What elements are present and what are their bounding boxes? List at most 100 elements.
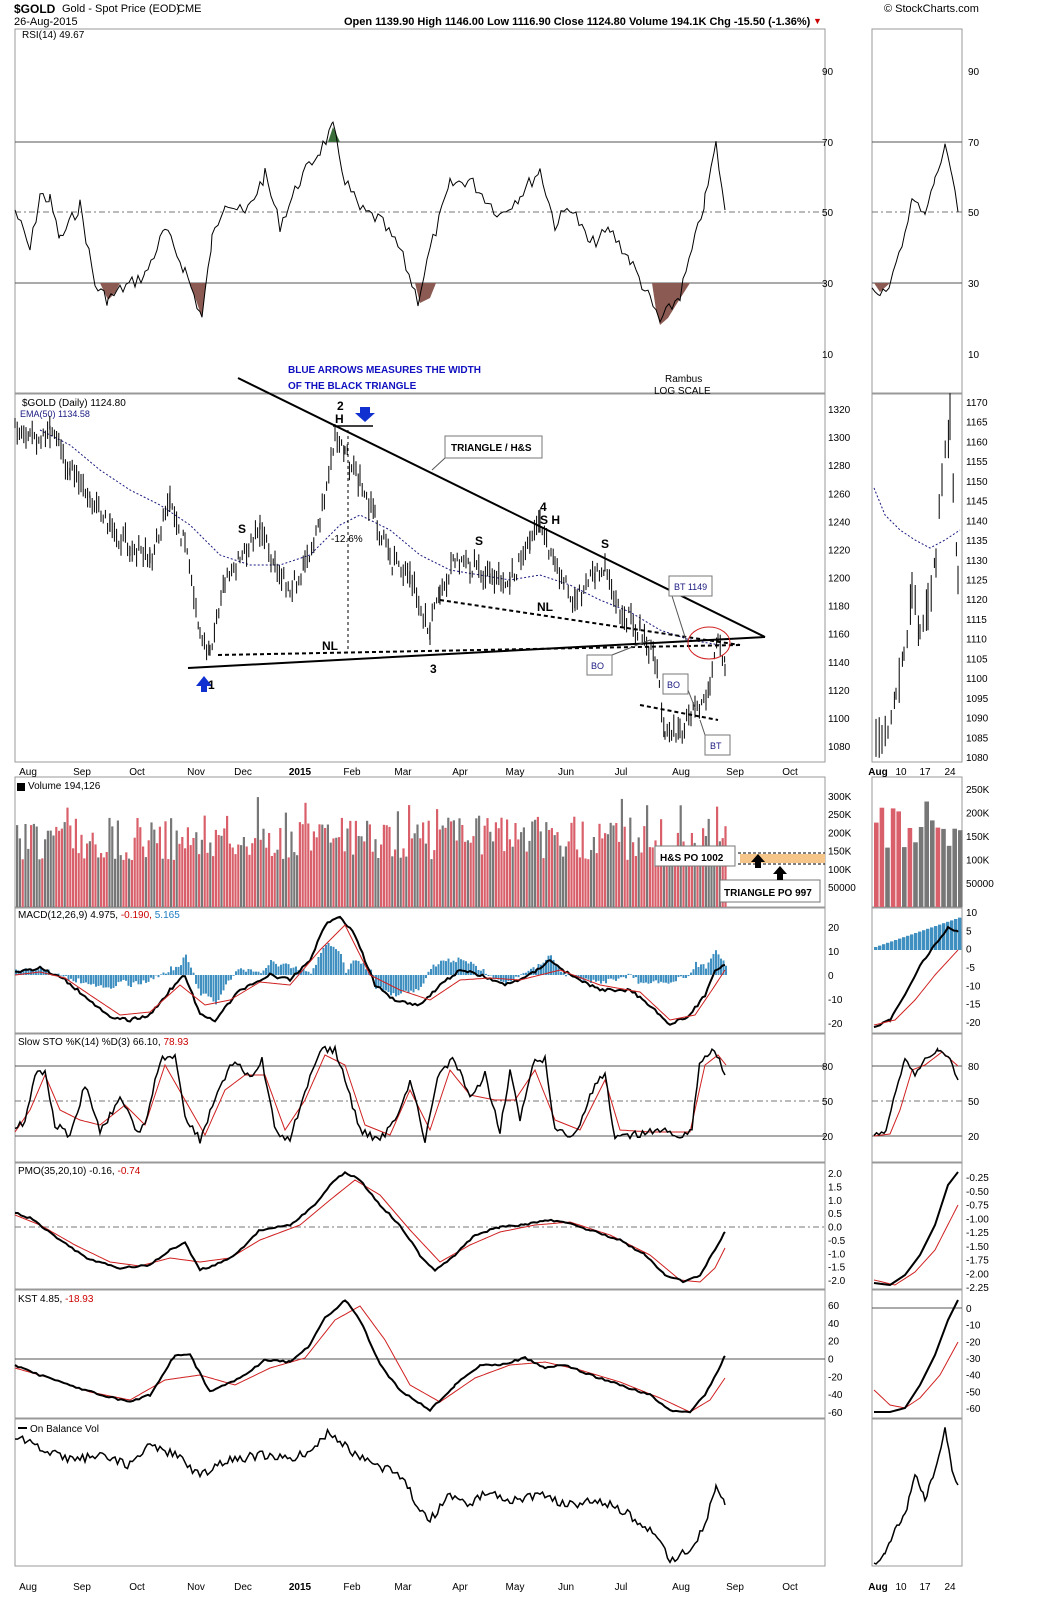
macd-hist-bar (372, 975, 375, 977)
volume-bar (430, 859, 433, 907)
volume-bar (298, 822, 301, 907)
macd-hist-bar (197, 975, 200, 989)
volume-bar (130, 860, 133, 907)
macd-hist-bar (707, 962, 710, 975)
volume-bar (340, 817, 343, 907)
hs-po-label: H&S PO 1002 (660, 853, 724, 864)
macd-hist-bar (557, 966, 560, 975)
backtest-circle (687, 626, 731, 660)
volume-bar (105, 852, 108, 907)
macd-hist-bar (635, 975, 637, 978)
macd-hist-bar (355, 960, 357, 975)
macd-hist-bar-zoom (942, 923, 946, 950)
macd-hist-bar (27, 968, 30, 975)
macd-hist-bar (252, 971, 255, 975)
volume-bar (237, 844, 240, 907)
macd-hist-bar (492, 975, 495, 979)
y-tick-label-zoom: -1.00 (966, 1214, 989, 1225)
macd-hist-bar (550, 955, 552, 975)
macd-hist-bar (95, 975, 97, 987)
macd-hist-bar (710, 958, 712, 975)
blue-arrows-note-line2: OF THE BLACK TRIANGLE (288, 381, 417, 392)
macd-hist-bar (587, 975, 590, 980)
macd-hist-bar-zoom (874, 947, 878, 950)
volume-bar (528, 840, 531, 907)
volume-bar (450, 821, 453, 907)
y-tick-label: 20 (828, 1337, 840, 1348)
macd-hist-bar-zoom (922, 930, 926, 950)
macd-hist-bar (685, 975, 687, 978)
volume-label: Volume 194,126 (28, 781, 101, 792)
macd-hist-bar (582, 975, 585, 981)
volume-bar (556, 832, 559, 907)
macd-hist-bar (585, 975, 587, 979)
macd-hist-label: 5.165 (155, 910, 180, 921)
x-tick-label-zoom: 17 (919, 767, 931, 778)
macd-hist-bar (617, 975, 620, 979)
macd-hist-bar (610, 975, 612, 979)
macd-hist-bar (680, 975, 682, 977)
x-tick-label: Aug (19, 1582, 37, 1593)
volume-bar (570, 822, 573, 907)
macd-hist-bar-zoom (946, 921, 950, 950)
macd-hist-bar (110, 975, 112, 989)
volume-bar (702, 828, 705, 907)
volume-bar-zoom (874, 822, 879, 907)
macd-hist-bar (87, 975, 90, 985)
volume-bar (223, 828, 226, 907)
volume-bar (122, 859, 125, 907)
macd-hist-bar (462, 960, 465, 975)
x-axis-bottom: Aug Sep Oct Nov Dec 2015 Feb Mar Apr May Jun Jul Aug… (19, 1582, 956, 1593)
rsi-label: RSI(14) 49.67 (22, 30, 85, 41)
volume-bar (256, 797, 259, 907)
volume-bar (203, 815, 206, 907)
macd-zoom-frame (871, 907, 963, 1034)
macd-hist-bar (107, 975, 110, 988)
y-tick-label-zoom: -10 (966, 1321, 981, 1332)
bt1149-label: BT 1149 (674, 582, 707, 592)
rsi-zoom-line (871, 143, 959, 297)
macd-hist-bar (532, 967, 535, 975)
macd-hist-bar (437, 964, 440, 975)
volume-bar (576, 849, 579, 907)
macd-hist-bar (712, 954, 715, 975)
macd-hist-bar (305, 971, 307, 975)
y-tick-label: 0.0 (828, 1223, 842, 1234)
x-tick-label-zoom: 10 (895, 767, 907, 778)
macd-hist-bar (242, 969, 245, 975)
macd-hist-bar (357, 961, 360, 975)
x-tick-label: Aug (19, 767, 37, 778)
volume-bar (119, 855, 122, 907)
macd-hist-bar (455, 962, 457, 975)
y-tick-label-zoom: -60 (966, 1404, 981, 1415)
volume-bar (550, 828, 553, 907)
volume-bar (136, 818, 139, 907)
macd-hist-bar (67, 975, 70, 981)
volume-bar (654, 840, 657, 907)
macd-hist-bar (445, 961, 447, 975)
macd-hist-bar (670, 975, 672, 983)
macd-hist-bar (57, 973, 60, 975)
macd-hist-bar (657, 975, 660, 984)
y-tick-label-zoom: 200K (966, 809, 990, 820)
macd-hist-bar (292, 967, 295, 975)
macd-hist-bar (307, 971, 310, 975)
macd-hist-bar (642, 975, 645, 984)
volume-bar (618, 841, 621, 907)
volume-bar (433, 850, 436, 907)
rsi-panel: RSI(14) 49.67 90 90 70 70 50 50 30 30 10 10 BLUE … (14, 30, 980, 397)
hs-po-box (654, 845, 736, 867)
macd-hist-bar (407, 975, 410, 993)
triangle-po-box (719, 879, 821, 903)
y-tick-label-zoom: 1130 (966, 556, 988, 567)
volume-bar (506, 819, 509, 907)
macd-hist-bar (482, 969, 485, 975)
y-tick-label-zoom: 10 (968, 350, 980, 361)
macd-hist-bar (310, 973, 312, 975)
pmo-signal-line (14, 1179, 726, 1283)
instrument-name: Gold - Spot Price (EOD) (62, 3, 180, 15)
y-tick-label-zoom: 90 (968, 67, 980, 78)
macd-hist-bar-zoom (914, 933, 918, 950)
bt-box (704, 734, 731, 756)
volume-bar (268, 833, 271, 907)
